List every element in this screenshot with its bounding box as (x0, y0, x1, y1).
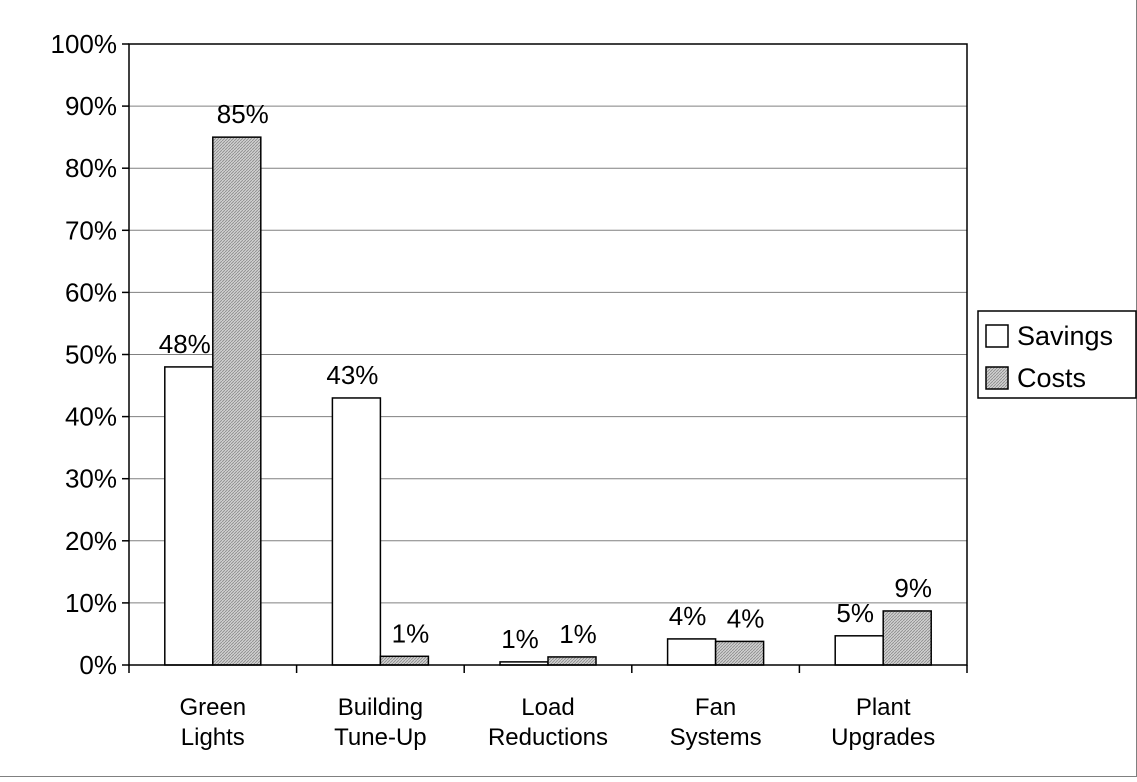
x-category-label: Fan Systems (670, 694, 762, 751)
y-tick-label: 10% (65, 588, 117, 618)
y-tick-label: 40% (65, 402, 117, 432)
data-label-savings: 48% (159, 329, 211, 359)
data-label-savings: 1% (501, 624, 539, 654)
bar-costs (714, 640, 765, 666)
bar-savings (164, 366, 214, 666)
y-tick-label: 20% (65, 526, 117, 556)
y-tick-label: 50% (65, 340, 117, 370)
legend-label-costs: Costs (1017, 363, 1086, 393)
y-tick-label: 30% (65, 464, 117, 494)
bar-savings (331, 397, 382, 666)
data-label-savings: 5% (836, 598, 874, 628)
y-tick-label: 80% (65, 153, 117, 183)
bars (164, 136, 932, 666)
x-category-label: Plant Upgrades (831, 694, 935, 751)
bar-costs (547, 656, 597, 666)
data-labels: 48% 85% 43% 1% 1% 1% 4% 4% 5% 9% (159, 99, 932, 654)
data-label-costs: 1% (559, 619, 597, 649)
data-label-costs: 4% (727, 603, 765, 633)
x-category-label: Green Lights (179, 694, 246, 751)
y-tick-label: 0% (79, 650, 117, 680)
y-tick-label: 70% (65, 215, 117, 245)
y-tick-label: 60% (65, 277, 117, 307)
bar-costs (212, 136, 262, 666)
data-label-costs: 1% (392, 618, 430, 648)
legend-label-savings: Savings (1017, 321, 1113, 351)
data-label-savings: 43% (326, 360, 378, 390)
data-label-costs: 85% (217, 99, 269, 129)
y-tick-label: 90% (65, 91, 117, 121)
axes: 0% 10% 20% 30% 40% 50% 60% 70% 80% 90% 100% Green Li… (51, 29, 968, 751)
bar-costs (882, 610, 932, 666)
bar-costs (379, 655, 430, 666)
x-category-label: Load Reductions (488, 694, 608, 751)
x-category-label: Building Tune-Up (334, 694, 426, 751)
legend-swatch-costs (985, 366, 1009, 390)
legend-swatch-savings (985, 324, 1009, 348)
data-label-savings: 4% (669, 601, 707, 631)
legend: Savings Costs (977, 310, 1137, 399)
bar-savings (666, 638, 717, 666)
gridlines (129, 105, 967, 604)
y-tick-label: 100% (51, 29, 118, 59)
bar-savings (834, 635, 884, 666)
data-label-costs: 9% (894, 573, 932, 603)
